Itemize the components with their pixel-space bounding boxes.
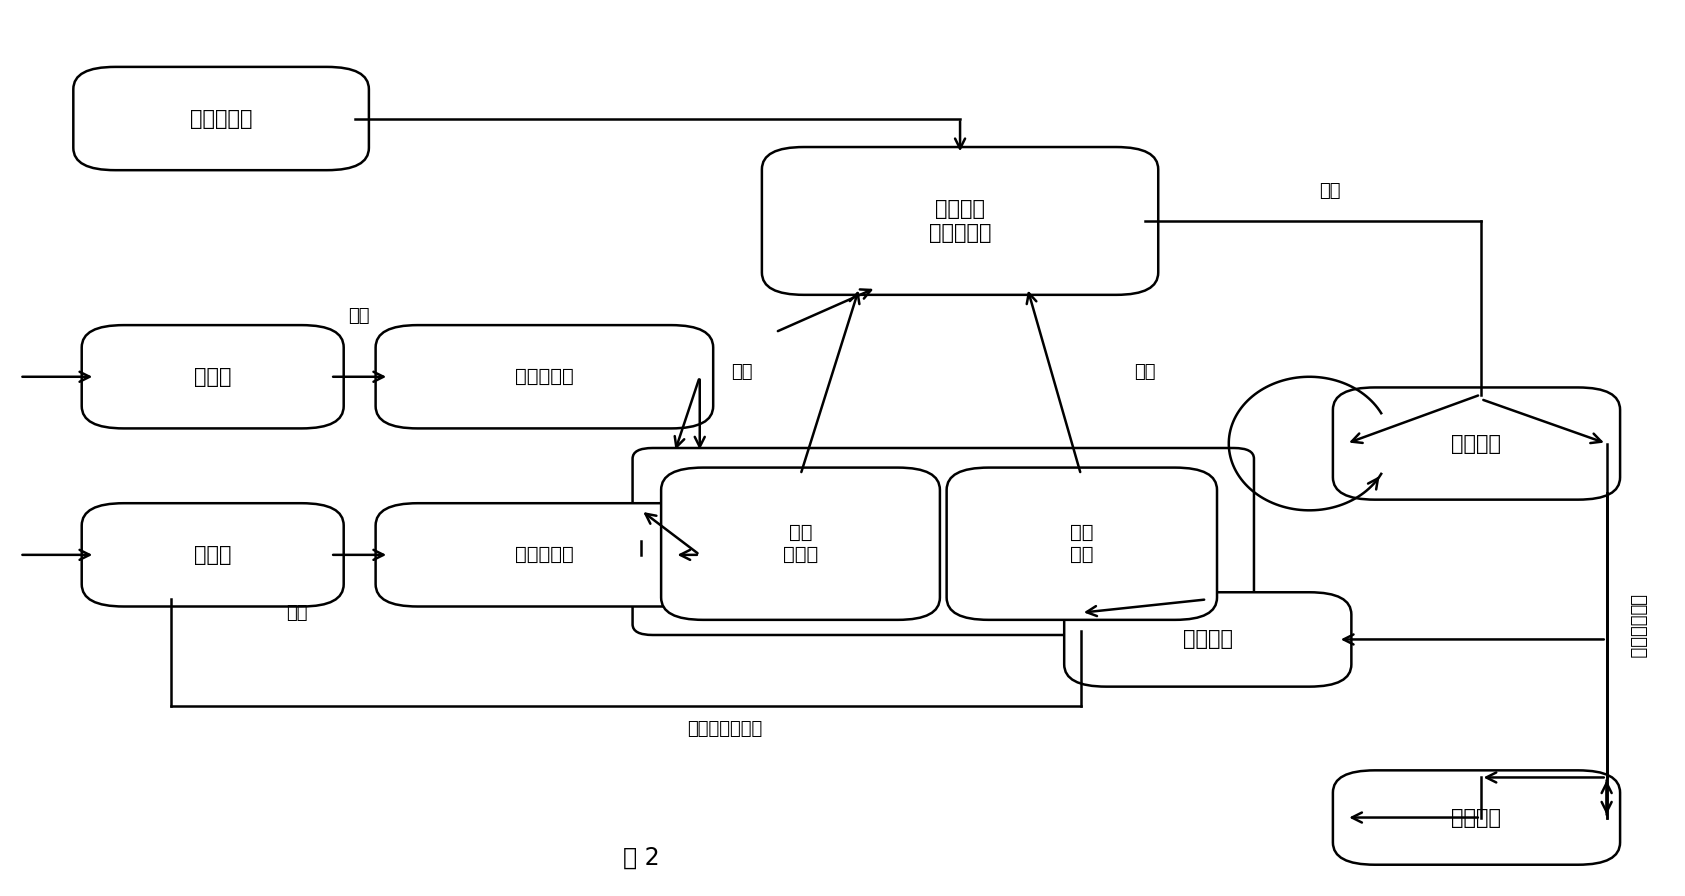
Text: 基于灰度
相似性测度: 基于灰度 相似性测度: [928, 199, 991, 243]
FancyBboxPatch shape: [947, 468, 1217, 620]
FancyBboxPatch shape: [762, 147, 1158, 295]
Text: 满足终止条件: 满足终止条件: [1628, 594, 1646, 659]
Text: 体素: 体素: [1134, 363, 1156, 382]
Text: 体素: 体素: [349, 307, 369, 325]
Text: 参考图: 参考图: [194, 366, 231, 387]
FancyBboxPatch shape: [74, 67, 369, 170]
FancyBboxPatch shape: [632, 448, 1254, 635]
FancyBboxPatch shape: [376, 504, 713, 607]
Text: 粗配准结果: 粗配准结果: [190, 108, 253, 128]
Text: 优化参数: 优化参数: [1451, 434, 1501, 453]
FancyBboxPatch shape: [81, 504, 344, 607]
Text: 图 2: 图 2: [623, 846, 659, 870]
FancyBboxPatch shape: [1333, 771, 1619, 865]
Text: 匹配: 匹配: [1319, 183, 1340, 201]
FancyBboxPatch shape: [1333, 387, 1619, 500]
FancyBboxPatch shape: [661, 468, 940, 620]
Text: 显著测度图: 显著测度图: [516, 546, 575, 564]
Text: 输出结果: 输出结果: [1451, 807, 1501, 828]
FancyBboxPatch shape: [81, 325, 344, 428]
Text: 体素: 体素: [286, 604, 307, 622]
Text: 不满足终止条件: 不满足终止条件: [687, 719, 763, 737]
Text: 联合
显著图: 联合 显著图: [784, 523, 819, 564]
Text: 显著测度图: 显著测度图: [516, 367, 575, 386]
Text: 变换图像: 变换图像: [1183, 630, 1233, 650]
Text: 浮动图: 浮动图: [194, 545, 231, 564]
Text: 权值: 权值: [731, 363, 753, 382]
Text: 插值
计算: 插值 计算: [1070, 523, 1094, 564]
FancyBboxPatch shape: [376, 325, 713, 428]
FancyBboxPatch shape: [1065, 592, 1351, 686]
